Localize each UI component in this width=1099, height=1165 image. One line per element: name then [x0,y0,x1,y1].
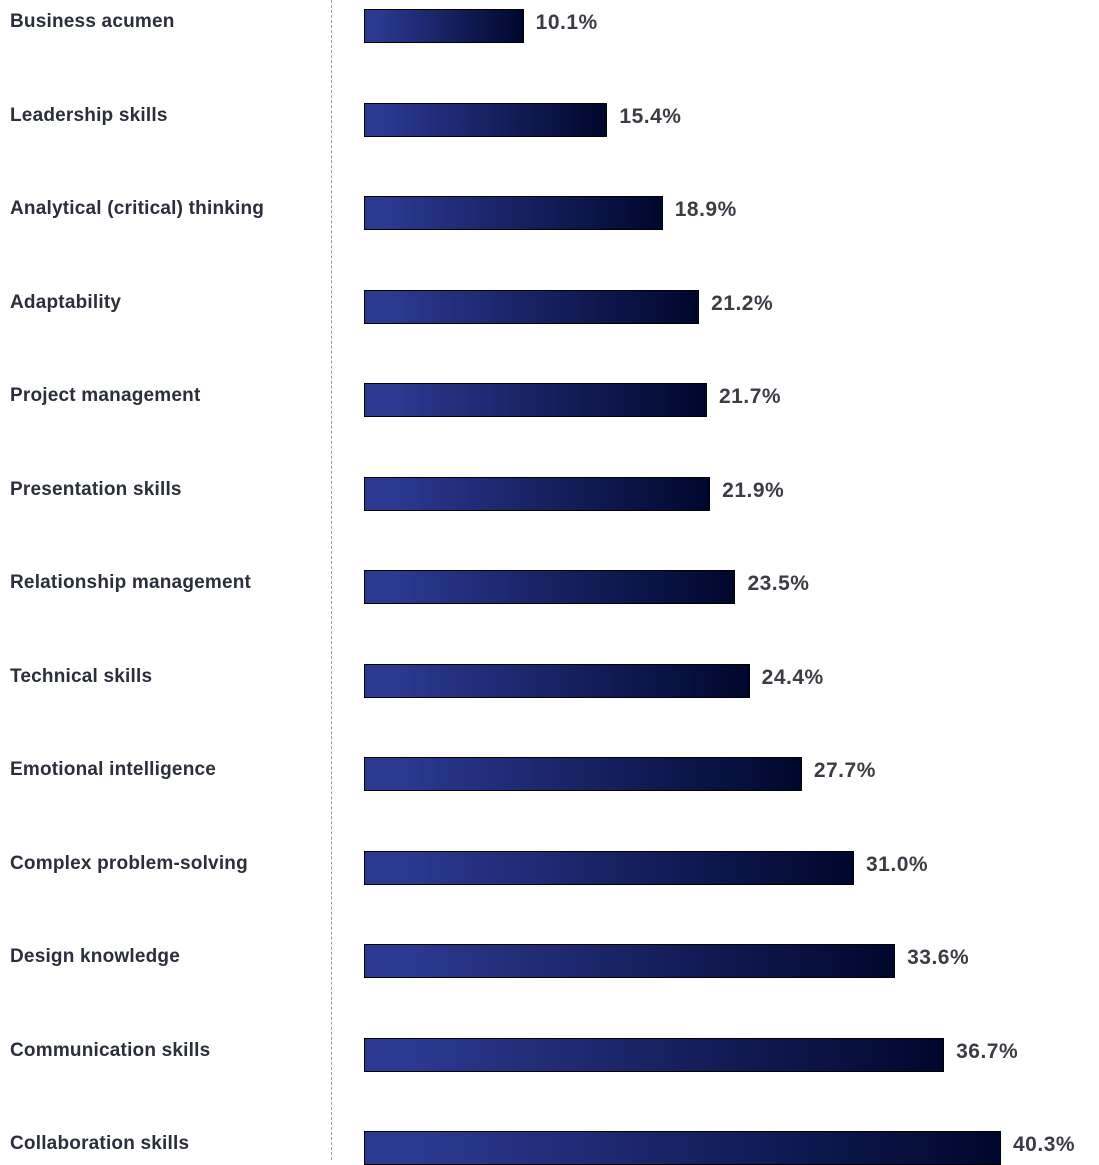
bar [364,1131,1001,1165]
category-label: Analytical (critical) thinking [10,198,265,219]
category-label: Communication skills [10,1039,211,1061]
bar [364,664,750,698]
bar-value-label: 10.1% [535,11,598,34]
category-label: Adaptability [10,291,122,313]
bar [364,944,896,978]
category-label: Technical skills [10,665,153,687]
bar [364,9,524,43]
bar [364,290,700,324]
category-label: Project management [10,385,201,406]
bar-value-label: 21.2% [711,291,774,315]
category-label: Complex problem-solving [10,852,248,874]
category-label: Presentation skills [10,478,182,500]
bar [364,196,663,230]
category-label: Relationship management [10,572,252,593]
bar-value-label: 40.3% [1013,1133,1076,1156]
bar-value-label: 31.0% [866,852,929,876]
bar-value-label: 15.4% [619,104,682,128]
category-divider-line [331,0,332,1160]
bar [364,103,608,137]
category-label: Design knowledge [10,946,181,967]
bar-value-label: 18.9% [674,198,737,221]
bar [364,477,711,511]
bar-value-label: 27.7% [813,759,876,782]
bar-value-label: 21.7% [719,385,782,408]
bar-value-label: 33.6% [907,946,970,969]
bar [364,570,736,604]
bar-value-label: 36.7% [956,1039,1019,1063]
bar-value-label: 23.5% [747,572,810,595]
bar [364,757,802,791]
bar [364,851,854,885]
category-label: Leadership skills [10,104,168,126]
bar-value-label: 24.4% [761,665,824,689]
category-label: Business acumen [10,11,175,32]
bar-value-label: 21.9% [722,478,785,502]
bar [364,1038,945,1072]
category-label: Emotional intelligence [10,759,217,780]
bar [364,383,707,417]
category-label: Collaboration skills [10,1133,190,1154]
